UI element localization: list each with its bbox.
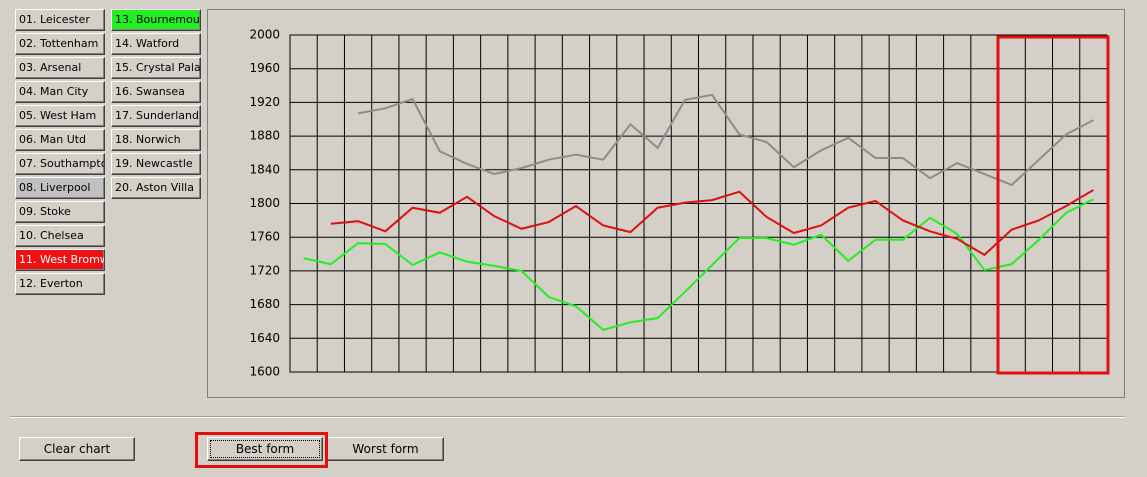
team-button[interactable]: 14. Watford (111, 33, 201, 55)
team-button[interactable]: 13. Bournemouth (111, 9, 201, 31)
best-form-button[interactable]: Best form (207, 437, 323, 461)
team-button[interactable]: 17. Sunderland (111, 105, 201, 127)
team-button[interactable]: 12. Everton (15, 273, 105, 295)
team-button[interactable]: 01. Leicester (15, 9, 105, 31)
team-button[interactable]: 11. West Bromwich (15, 249, 105, 271)
highlight-box (195, 432, 328, 468)
team-button[interactable]: 06. Man Utd (15, 129, 105, 151)
separator (10, 416, 1125, 418)
clear-chart-button[interactable]: Clear chart (19, 437, 135, 461)
worst-form-button[interactable]: Worst form (327, 437, 444, 461)
team-button[interactable]: 20. Aston Villa (111, 177, 201, 199)
team-button[interactable]: 04. Man City (15, 81, 105, 103)
team-button[interactable]: 15. Crystal Palace (111, 57, 201, 79)
team-button[interactable]: 18. Norwich (111, 129, 201, 151)
team-button[interactable]: 05. West Ham (15, 105, 105, 127)
team-button[interactable]: 10. Chelsea (15, 225, 105, 247)
team-button[interactable]: 16. Swansea (111, 81, 201, 103)
team-button[interactable]: 07. Southampton (15, 153, 105, 175)
team-button[interactable]: 02. Tottenham (15, 33, 105, 55)
team-button[interactable]: 03. Arsenal (15, 57, 105, 79)
chart-panel (207, 9, 1125, 398)
team-button[interactable]: 09. Stoke (15, 201, 105, 223)
team-button[interactable]: 19. Newcastle (111, 153, 201, 175)
team-button[interactable]: 08. Liverpool (15, 177, 105, 199)
